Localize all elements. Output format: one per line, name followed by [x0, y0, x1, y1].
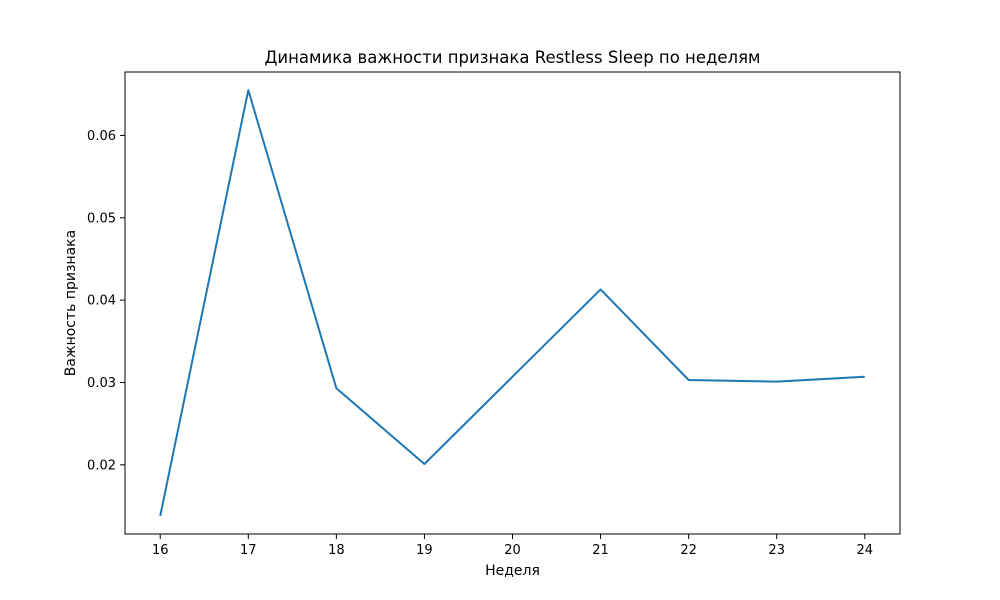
x-tick-label: 17 [240, 543, 257, 558]
data-point [247, 89, 249, 91]
y-axis: 0.02 0.03 0.04 0.05 0.06 [87, 129, 125, 473]
data-point [688, 379, 690, 381]
y-tick-label: 0.04 [87, 294, 116, 309]
data-point [600, 288, 602, 290]
series-line [159, 89, 865, 517]
x-tick-label: 20 [504, 543, 521, 558]
y-axis-label: Важность признака [63, 230, 79, 376]
y-tick-label: 0.03 [87, 376, 116, 391]
chart-title: Динамика важности признака Restless Slee… [265, 48, 761, 67]
x-tick-label: 18 [328, 543, 345, 558]
data-point [776, 381, 778, 383]
x-tick-label: 19 [416, 543, 433, 558]
y-tick-label: 0.02 [87, 458, 116, 473]
x-tick-label: 24 [856, 543, 873, 558]
x-tick-label: 16 [152, 543, 169, 558]
x-axis-label: Неделя [485, 563, 540, 579]
x-tick-label: 22 [680, 543, 697, 558]
x-axis: 16 17 18 19 20 21 22 23 24 [152, 534, 873, 558]
data-point [512, 376, 514, 378]
x-tick-label: 21 [592, 543, 609, 558]
data-point [864, 376, 866, 378]
y-tick-label: 0.05 [87, 211, 116, 226]
data-point [159, 515, 161, 517]
data-point [335, 387, 337, 389]
plot-area [124, 71, 901, 535]
y-tick-label: 0.06 [87, 129, 116, 144]
series-layer [159, 89, 866, 517]
x-tick-label: 23 [768, 543, 785, 558]
data-point [423, 463, 425, 465]
